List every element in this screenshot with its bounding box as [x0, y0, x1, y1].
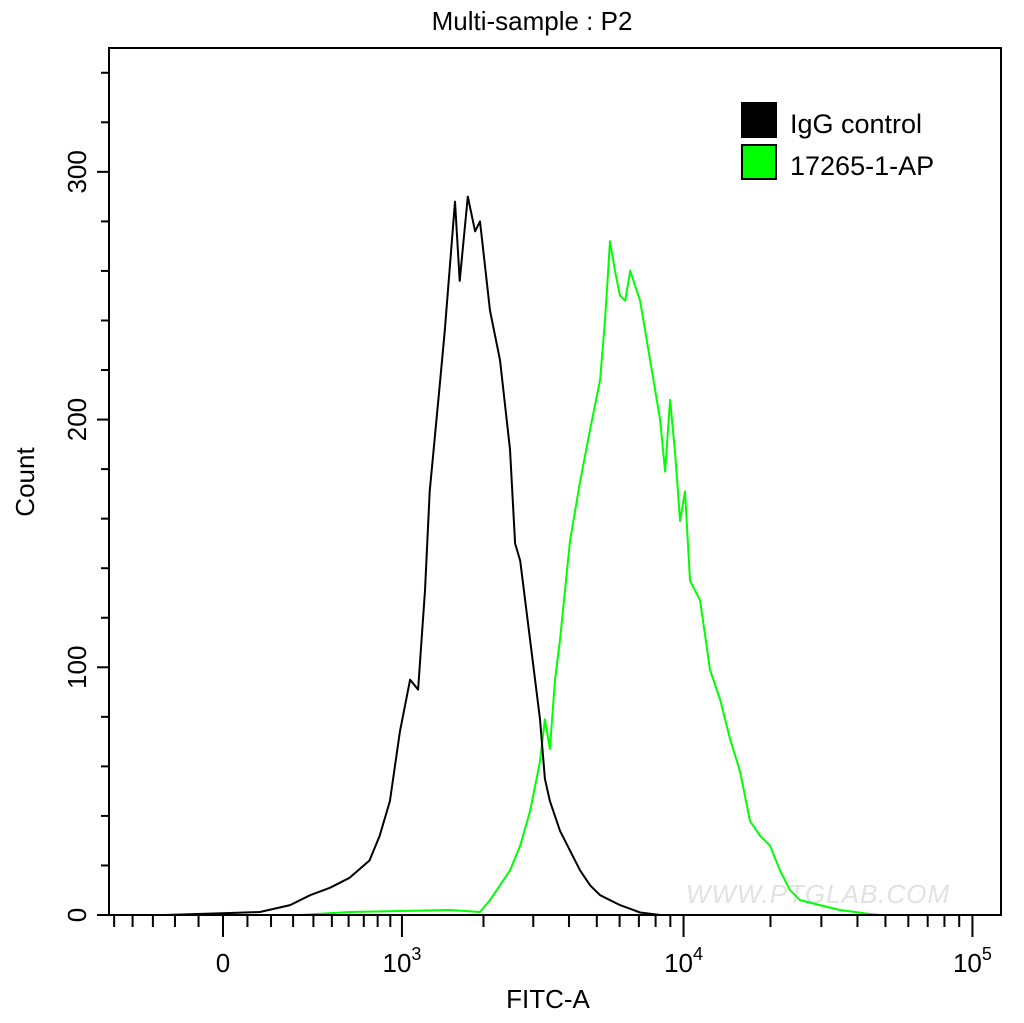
legend-swatch-17265-1-ap: [741, 144, 777, 180]
y-tick-label: 0: [62, 908, 92, 922]
plot-frame: [108, 47, 1002, 916]
x-tick-base: 0: [216, 948, 230, 978]
legend-label-igg-control: IgG control: [790, 109, 922, 139]
x-tick-label: 103: [382, 944, 421, 978]
y-tick-label: 300: [62, 150, 92, 193]
x-tick-base: 10: [664, 948, 693, 978]
x-tick-exponent: 5: [982, 944, 992, 964]
series-line-1: [299, 240, 880, 916]
x-tick-label: 0: [216, 948, 230, 978]
x-tick-base: 10: [382, 948, 411, 978]
legend-label-17265-1-ap: 17265-1-AP: [790, 151, 934, 181]
x-tick-exponent: 3: [411, 944, 421, 964]
x-axis-label: FITC-A: [506, 984, 590, 1014]
y-tick-label: 200: [62, 398, 92, 441]
y-tick-label: 100: [62, 646, 92, 689]
x-tick-base: 10: [953, 948, 982, 978]
legend: IgG control 17265-1-AP: [741, 102, 934, 181]
legend-swatch-igg-control: [741, 102, 777, 138]
chart-title: Multi-sample : P2: [432, 6, 633, 36]
x-tick-label: 105: [953, 944, 992, 978]
series-layer: [164, 195, 880, 916]
series-line-0: [164, 195, 661, 916]
x-tick-exponent: 4: [693, 944, 703, 964]
x-tick-label: 104: [664, 944, 703, 978]
y-axis-label: Count: [10, 447, 40, 517]
